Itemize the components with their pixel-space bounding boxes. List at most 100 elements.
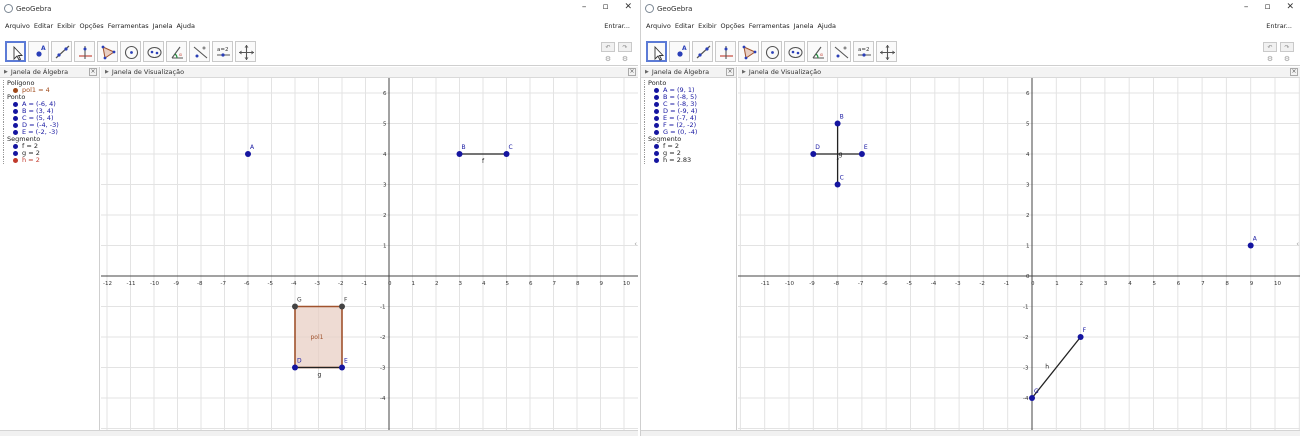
visibility-toggle[interactable]	[13, 158, 18, 163]
point-tool-button[interactable]: A	[669, 41, 690, 62]
visibility-toggle[interactable]	[654, 158, 659, 163]
point-F[interactable]	[339, 303, 345, 310]
maximize-button[interactable]: ▫	[602, 2, 609, 12]
signin-link[interactable]: Entrar...	[604, 22, 630, 30]
algebra-group[interactable]: Ponto	[644, 80, 697, 87]
point-C[interactable]	[834, 181, 841, 188]
algebra-item[interactable]: h = 2	[3, 157, 59, 164]
visibility-toggle[interactable]	[13, 109, 18, 114]
input-bar[interactable]	[641, 430, 1300, 436]
menu-janela[interactable]: Janela	[152, 22, 173, 30]
menu-arquivo[interactable]: Arquivo	[5, 22, 30, 30]
collapse-arrow-icon[interactable]: ▶	[4, 69, 8, 75]
redo-icon[interactable]: ↷	[618, 42, 632, 52]
visibility-toggle[interactable]	[13, 151, 18, 156]
visibility-toggle[interactable]	[13, 102, 18, 107]
algebra-item[interactable]: pol1 = 4	[3, 87, 59, 94]
point-E[interactable]	[339, 364, 345, 371]
settings-icon[interactable]: ⚙	[1266, 55, 1274, 63]
menu-janela[interactable]: Janela	[793, 22, 814, 30]
segment-h[interactable]	[1031, 336, 1082, 399]
algebra-item[interactable]: C = (5, 4)	[3, 115, 59, 122]
algebra-item[interactable]: B = (3, 4)	[3, 108, 59, 115]
circle-tool-button[interactable]	[761, 41, 782, 62]
point-tool-button[interactable]: A	[28, 41, 49, 62]
collapse-arrow-icon[interactable]: ‹	[1296, 240, 1299, 248]
settings-icon[interactable]: ⚙	[621, 55, 629, 63]
algebra-item[interactable]: G = (0, -4)	[644, 129, 697, 136]
visibility-toggle[interactable]	[654, 109, 659, 114]
redo-icon[interactable]: ↷	[1280, 42, 1294, 52]
settings-icon[interactable]: ⚙	[1283, 55, 1291, 63]
line-tool-button[interactable]	[51, 41, 72, 62]
point-A[interactable]	[245, 151, 251, 157]
polygon-tool-button[interactable]	[738, 41, 759, 62]
menu-ajuda[interactable]: Ajuda	[817, 22, 836, 30]
point-G[interactable]	[292, 303, 298, 310]
angle-tool-button[interactable]: α	[807, 41, 828, 62]
slider-tool-button[interactable]: a=2	[853, 41, 874, 62]
visibility-toggle[interactable]	[654, 88, 659, 93]
visibility-toggle[interactable]	[13, 116, 18, 121]
visibility-toggle[interactable]	[654, 116, 659, 121]
close-view-icon[interactable]: ×	[628, 68, 636, 76]
menu-opcoes[interactable]: Opções	[79, 22, 104, 30]
menu-ajuda[interactable]: Ajuda	[176, 22, 195, 30]
point-F[interactable]	[1077, 334, 1084, 340]
visibility-toggle[interactable]	[654, 102, 659, 107]
line-tool-button[interactable]	[692, 41, 713, 62]
graphics-canvas[interactable]: -11 -10 -9 -8 -7 -6 -5 -4 -3 -2 -1 0 1 2 3 4 5 6 7 8 9 106543…	[738, 78, 1300, 430]
visibility-toggle[interactable]	[654, 144, 659, 149]
algebra-group[interactable]: Ponto	[3, 94, 59, 101]
visibility-toggle[interactable]	[654, 123, 659, 128]
algebra-item[interactable]: D = (-4, -3)	[3, 122, 59, 129]
polygon-tool-button[interactable]	[97, 41, 118, 62]
algebra-group[interactable]: Segmento	[644, 136, 697, 143]
visibility-toggle[interactable]	[13, 123, 18, 128]
move-graphics-tool-button[interactable]	[235, 41, 256, 62]
algebra-item[interactable]: C = (-8, 3)	[644, 101, 697, 108]
algebra-item[interactable]: D = (-9, 4)	[644, 108, 697, 115]
conic-tool-button[interactable]	[143, 41, 164, 62]
menu-opcoes[interactable]: Opções	[720, 22, 745, 30]
move-graphics-tool-button[interactable]	[876, 41, 897, 62]
algebra-item[interactable]: f = 2	[3, 143, 59, 150]
algebra-item[interactable]: E = (-7, 4)	[644, 115, 697, 122]
menu-ferramentas[interactable]: Ferramentas	[107, 22, 149, 30]
algebra-item[interactable]: B = (-8, 5)	[644, 94, 697, 101]
close-button[interactable]: ✕	[1286, 2, 1294, 12]
move-tool-button[interactable]	[5, 41, 26, 62]
undo-icon[interactable]: ↶	[601, 42, 615, 52]
perpendicular-tool-button[interactable]	[74, 41, 95, 62]
algebra-item[interactable]: F = (2, -2)	[644, 122, 697, 129]
menu-exibir[interactable]: Exibir	[698, 22, 717, 30]
close-view-icon[interactable]: ×	[1290, 68, 1298, 76]
algebra-item[interactable]: g = 2	[3, 150, 59, 157]
move-tool-button[interactable]	[646, 41, 667, 62]
conic-tool-button[interactable]	[784, 41, 805, 62]
point-D[interactable]	[810, 151, 817, 157]
circle-tool-button[interactable]	[120, 41, 141, 62]
point-G[interactable]	[1029, 395, 1035, 401]
maximize-button[interactable]: ▫	[1264, 2, 1271, 12]
visibility-toggle[interactable]	[13, 88, 18, 93]
point-B[interactable]	[834, 120, 841, 127]
point-D[interactable]	[292, 364, 298, 371]
slider-tool-button[interactable]: a=2	[212, 41, 233, 62]
point-E[interactable]	[858, 151, 865, 157]
algebra-group[interactable]: Segmento	[3, 136, 59, 143]
perpendicular-tool-button[interactable]	[715, 41, 736, 62]
input-bar[interactable]	[0, 430, 638, 436]
graphics-canvas[interactable]: -12 -11 -10 -9 -8 -7 -6 -5 -4 -3 -2 -1 0 1 2 3 4 5 6 7 8 9 106…	[101, 78, 638, 430]
minimize-button[interactable]: –	[581, 2, 587, 12]
algebra-item[interactable]: h = 2.83	[644, 157, 697, 164]
collapse-arrow-icon[interactable]: ▶	[105, 69, 109, 75]
algebra-item[interactable]: g = 2	[644, 150, 697, 157]
visibility-toggle[interactable]	[654, 130, 659, 135]
minimize-button[interactable]: –	[1243, 2, 1249, 12]
menu-exibir[interactable]: Exibir	[57, 22, 76, 30]
angle-tool-button[interactable]: α	[166, 41, 187, 62]
point-A[interactable]	[1247, 242, 1254, 249]
visibility-toggle[interactable]	[13, 144, 18, 149]
visibility-toggle[interactable]	[654, 95, 659, 100]
